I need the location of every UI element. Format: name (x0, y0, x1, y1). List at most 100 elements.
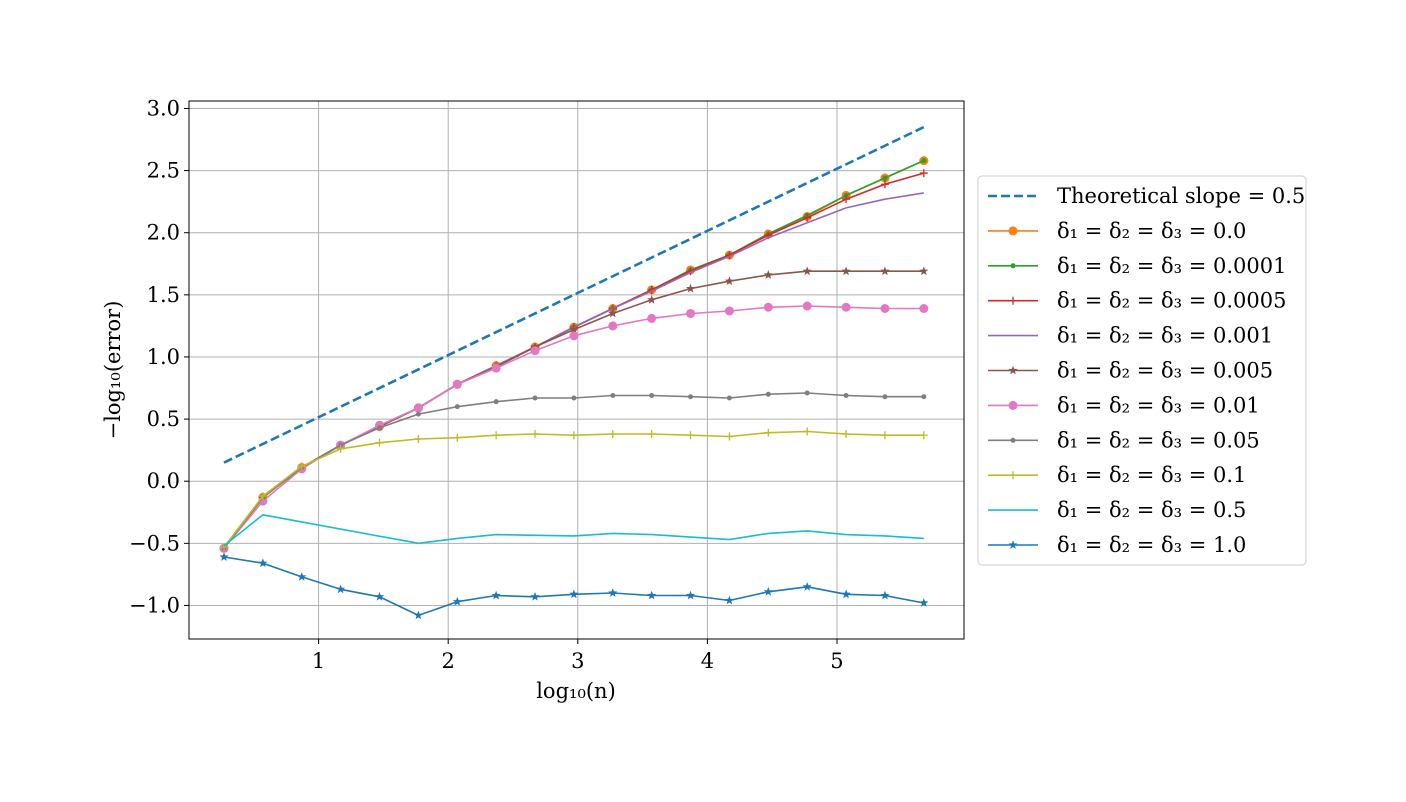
data-point (882, 175, 888, 181)
data-point (608, 429, 617, 438)
legend-label: δ₁ = δ₂ = δ₃ = 1.0 (1057, 533, 1246, 557)
data-point (686, 431, 695, 440)
data-point (491, 590, 501, 600)
series-line (223, 430, 924, 548)
data-point (724, 306, 734, 316)
x-tick-label: 1 (312, 649, 325, 673)
data-point (919, 431, 928, 440)
data-point (921, 394, 927, 400)
data-point (802, 582, 812, 591)
data-point (452, 379, 462, 389)
legend-marker (1008, 365, 1018, 375)
data-point (297, 572, 307, 581)
legend-marker (1008, 400, 1018, 410)
data-point (608, 308, 618, 318)
series-10 (219, 552, 929, 620)
data-point (880, 266, 890, 276)
legend-item: δ₁ = δ₂ = δ₃ = 1.0 (988, 533, 1246, 557)
data-point (377, 425, 383, 431)
y-tick-label: 2.0 (147, 221, 180, 245)
data-point (571, 395, 577, 401)
x-tick-label: 5 (830, 649, 843, 673)
data-point (375, 438, 384, 447)
data-point (880, 180, 889, 189)
data-point (647, 313, 657, 323)
data-point (841, 302, 851, 312)
data-point (843, 392, 849, 398)
data-point (492, 431, 501, 440)
data-point (919, 598, 929, 607)
legend-label: δ₁ = δ₂ = δ₃ = 0.0001 (1057, 254, 1287, 278)
data-point (725, 432, 734, 441)
data-point (919, 266, 929, 276)
series-9 (223, 513, 924, 547)
data-point (686, 283, 696, 293)
data-point (491, 363, 501, 373)
legend-marker (1010, 437, 1016, 443)
data-point (764, 428, 773, 437)
x-tick-label: 4 (701, 649, 714, 673)
data-point (608, 588, 618, 597)
data-point (649, 392, 655, 398)
data-point (413, 610, 423, 620)
legend: Theoretical slope = 0.5 δ₁ = δ₂ = δ₃ = 0.… (977, 175, 1307, 566)
legend-item: δ₁ = δ₂ = δ₃ = 0.0001 (988, 254, 1287, 278)
legend-item: δ₁ = δ₂ = δ₃ = 0.5 (988, 498, 1246, 522)
legend-label: Theoretical slope = 0.5 (1057, 184, 1305, 208)
y-tick-label: 0.0 (147, 469, 180, 493)
legend-item: δ₁ = δ₂ = δ₃ = 0.1 (988, 463, 1246, 487)
data-point (880, 303, 890, 313)
y-tick-label: 3.0 (147, 96, 180, 120)
x-axis-label: log₁₀(n) (536, 679, 616, 703)
legend-marker (1008, 540, 1018, 549)
series-line (223, 172, 925, 549)
data-point (802, 301, 812, 311)
legend-item: δ₁ = δ₂ = δ₃ = 0.001 (988, 324, 1273, 348)
series-line (223, 392, 924, 549)
data-point (374, 592, 385, 601)
legend-marker (1010, 263, 1016, 269)
series-8 (219, 427, 928, 552)
x-tick-label: 2 (442, 649, 455, 673)
y-tick-label: −1.0 (129, 593, 180, 617)
legend-label: δ₁ = δ₂ = δ₃ = 0.5 (1057, 498, 1246, 522)
data-point (804, 390, 810, 396)
data-point (919, 303, 929, 313)
data-point (453, 433, 462, 442)
legend-item: δ₁ = δ₂ = δ₃ = 0.05 (988, 428, 1260, 452)
legend-item: δ₁ = δ₂ = δ₃ = 0.005 (988, 359, 1273, 383)
series-line (223, 513, 924, 547)
data-point (532, 395, 538, 401)
y-tick-label: 1.0 (147, 345, 180, 369)
data-point (841, 589, 851, 599)
legend-label: δ₁ = δ₂ = δ₃ = 0.0005 (1057, 289, 1287, 313)
data-point (803, 427, 812, 436)
legend-label: δ₁ = δ₂ = δ₃ = 0.001 (1057, 324, 1273, 348)
series-1 (219, 156, 929, 553)
series-5 (219, 266, 929, 553)
data-point (569, 431, 578, 440)
data-point (765, 391, 771, 397)
legend-label: δ₁ = δ₂ = δ₃ = 0.005 (1057, 359, 1273, 383)
data-point (531, 429, 540, 438)
data-point (219, 543, 228, 552)
data-point (842, 429, 851, 438)
data-point (841, 266, 851, 276)
data-point (726, 395, 732, 401)
data-point (763, 587, 773, 596)
data-point (724, 276, 734, 285)
data-point (569, 331, 579, 341)
data-point (686, 308, 696, 318)
series-line (223, 556, 924, 617)
data-point (880, 431, 889, 440)
data-point (803, 213, 812, 222)
data-point (688, 394, 694, 400)
data-point (921, 158, 927, 164)
legend-item: Theoretical slope = 0.5 (988, 184, 1305, 208)
y-tick-label: 1.5 (147, 283, 180, 307)
legend-label: δ₁ = δ₂ = δ₃ = 0.1 (1057, 463, 1246, 487)
data-point (880, 590, 890, 600)
data-point (569, 324, 579, 334)
data-point (452, 596, 462, 606)
